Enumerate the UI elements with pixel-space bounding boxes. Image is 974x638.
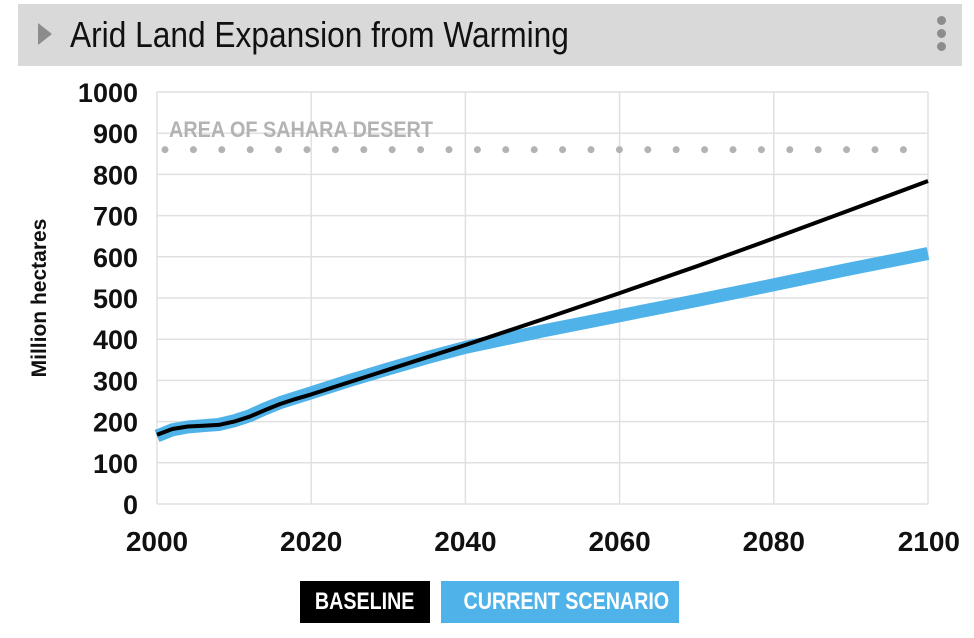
y-tick-label-5: 500 bbox=[93, 284, 138, 314]
series-lines bbox=[154, 179, 930, 443]
y-tick-label-7: 700 bbox=[93, 202, 138, 232]
legend-current-label: CURRENT SCENARIO bbox=[463, 588, 670, 615]
x-tick-label-3: 2060 bbox=[588, 526, 650, 557]
y-tick-label-2: 200 bbox=[93, 408, 138, 438]
y-tick-label-0: 0 bbox=[123, 490, 138, 520]
y-tick-label-4: 400 bbox=[93, 325, 138, 355]
reference-line-group: AREA OF SAHARA DESERT bbox=[161, 117, 916, 154]
y-tick-label-9: 900 bbox=[93, 119, 138, 149]
x-tick-label-5: 2100 bbox=[898, 526, 960, 557]
legend-baseline-label: BASELINE bbox=[315, 588, 415, 615]
y-axis-label: Million hectares bbox=[28, 219, 51, 378]
legend-baseline[interactable]: BASELINE bbox=[300, 581, 430, 623]
x-tick-label-0: 2000 bbox=[126, 526, 188, 557]
reference-line-label: AREA OF SAHARA DESERT bbox=[169, 117, 433, 142]
y-tick-label-3: 300 bbox=[93, 366, 138, 396]
legend-current-scenario[interactable]: CURRENT SCENARIO bbox=[441, 581, 679, 623]
x-tick-label-2: 2040 bbox=[434, 526, 496, 557]
x-tick-label-1: 2020 bbox=[280, 526, 342, 557]
x-axis-ticks: 2000 2020 2040 2060 2080 2100 bbox=[126, 526, 960, 557]
chart-header: Arid Land Expansion from Warming bbox=[18, 4, 962, 66]
y-axis-ticks: 0 100 200 300 400 500 600 700 800 900 1000 bbox=[78, 78, 138, 520]
y-tick-label-10: 1000 bbox=[78, 78, 138, 108]
triangle-right-icon[interactable] bbox=[38, 23, 52, 45]
series-line-baseline bbox=[156, 179, 929, 437]
y-tick-label-8: 800 bbox=[93, 160, 138, 190]
chart-title: Arid Land Expansion from Warming bbox=[70, 14, 569, 55]
grid-lines bbox=[156, 91, 929, 505]
y-tick-label-1: 100 bbox=[93, 449, 138, 479]
x-tick-label-4: 2080 bbox=[743, 526, 805, 557]
y-tick-label-6: 600 bbox=[93, 243, 138, 273]
vertical-dots-icon[interactable] bbox=[934, 16, 948, 56]
